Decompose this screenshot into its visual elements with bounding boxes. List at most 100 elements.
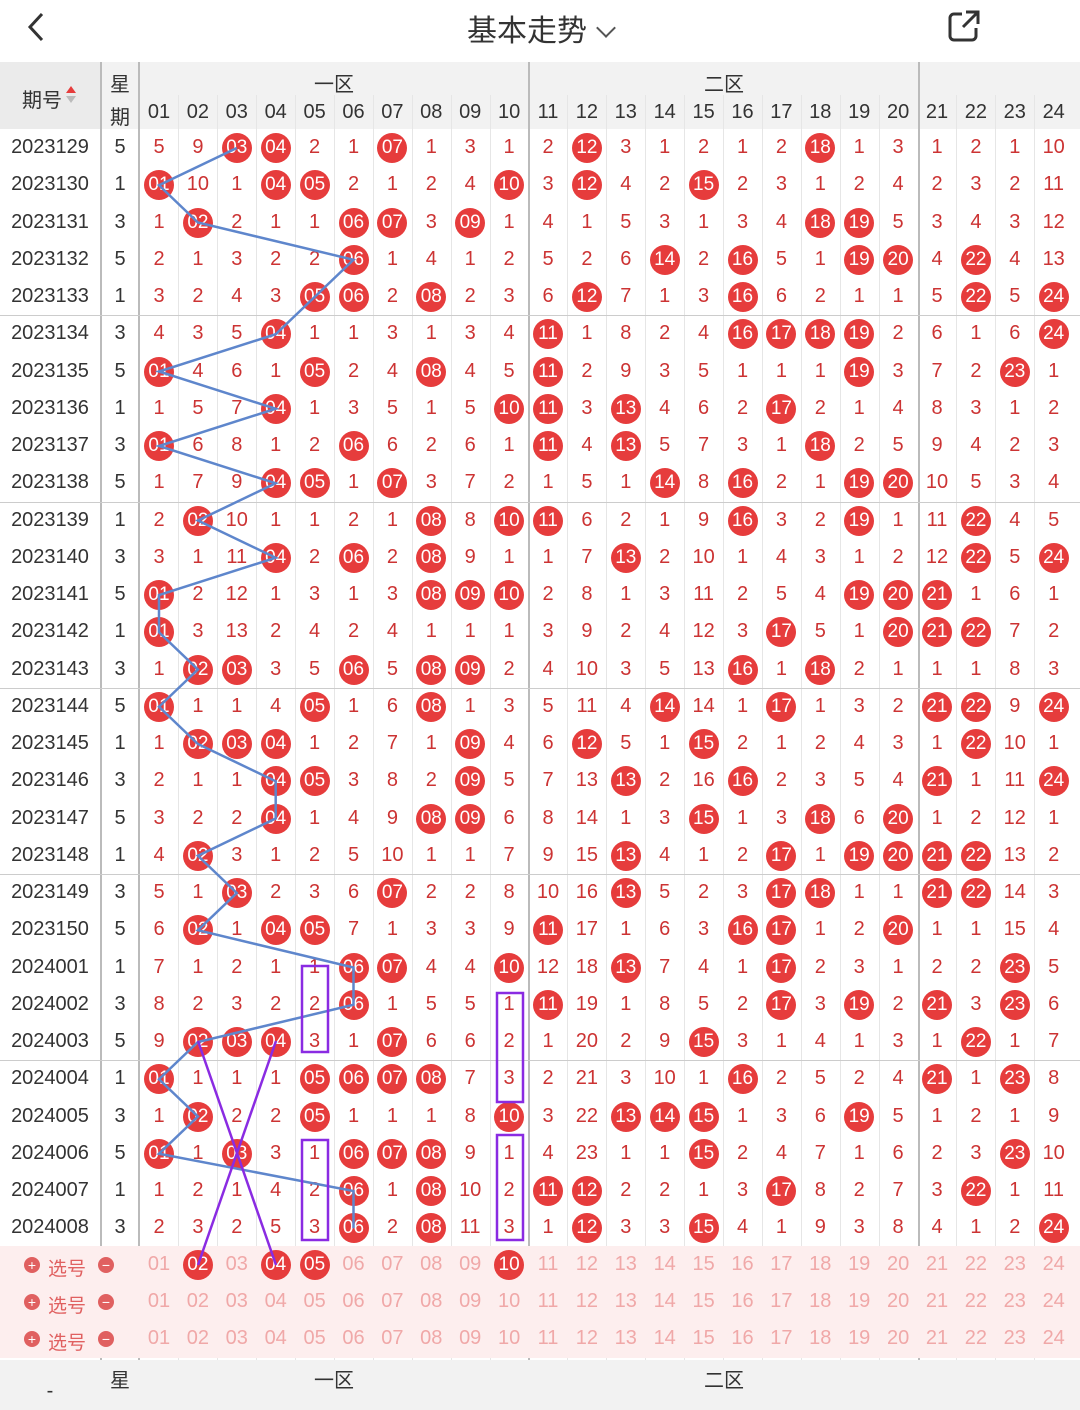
select-number[interactable]: 12 bbox=[575, 1253, 599, 1275]
minus-icon[interactable]: − bbox=[98, 1257, 114, 1273]
select-number[interactable]: 06 bbox=[342, 1327, 365, 1349]
select-number[interactable]: 08 bbox=[420, 1290, 443, 1312]
miss-count: 11 bbox=[459, 1216, 481, 1239]
select-number[interactable]: 02 bbox=[186, 1327, 210, 1349]
select-number[interactable]: 08 bbox=[420, 1253, 443, 1275]
select-number[interactable]: 23 bbox=[1003, 1327, 1026, 1349]
column-header: 05 bbox=[303, 101, 326, 123]
back-arrow-icon[interactable] bbox=[22, 10, 52, 44]
period-header-label[interactable]: 期号 bbox=[22, 90, 62, 112]
select-number[interactable]: 18 bbox=[809, 1253, 832, 1275]
select-label[interactable]: 选号 bbox=[48, 1333, 87, 1354]
select-number[interactable]: 09 bbox=[459, 1253, 482, 1275]
table-header[interactable] bbox=[0, 62, 1080, 129]
number-ball: 07 bbox=[377, 952, 408, 983]
select-number[interactable]: 03 bbox=[225, 1290, 248, 1312]
select-number[interactable]: 07 bbox=[381, 1327, 404, 1349]
number-ball: 13 bbox=[610, 840, 641, 871]
select-number[interactable]: 22 bbox=[964, 1327, 988, 1349]
selected-number[interactable]: 10 bbox=[494, 1250, 525, 1280]
select-number[interactable]: 16 bbox=[731, 1327, 754, 1349]
share-icon[interactable] bbox=[946, 8, 982, 44]
select-number[interactable]: 01 bbox=[147, 1290, 171, 1312]
select-label[interactable]: 选号 bbox=[48, 1259, 87, 1280]
select-number[interactable]: 09 bbox=[459, 1327, 482, 1349]
select-number[interactable]: 14 bbox=[653, 1253, 676, 1275]
miss-count: 1 bbox=[775, 657, 787, 680]
plus-icon[interactable]: + bbox=[24, 1257, 40, 1273]
select-number[interactable]: 24 bbox=[1042, 1327, 1065, 1349]
miss-count: 13 bbox=[1003, 843, 1026, 866]
select-number[interactable]: 03 bbox=[225, 1327, 248, 1349]
sort-down-icon[interactable] bbox=[66, 96, 76, 103]
select-number[interactable]: 15 bbox=[692, 1253, 715, 1275]
select-number[interactable]: 18 bbox=[809, 1290, 832, 1312]
select-number[interactable]: 21 bbox=[925, 1290, 949, 1312]
plus-icon[interactable]: + bbox=[24, 1294, 40, 1310]
select-number[interactable]: 06 bbox=[342, 1290, 365, 1312]
select-number[interactable]: 24 bbox=[1042, 1253, 1065, 1275]
miss-count: 3 bbox=[736, 210, 749, 233]
select-number[interactable]: 21 bbox=[925, 1253, 949, 1275]
select-number[interactable]: 17 bbox=[770, 1327, 793, 1349]
select-number[interactable]: 18 bbox=[809, 1327, 832, 1349]
select-number[interactable]: 17 bbox=[770, 1290, 793, 1312]
period-cell: 2023145 bbox=[11, 732, 89, 754]
select-number[interactable]: 20 bbox=[886, 1253, 910, 1275]
select-number[interactable]: 12 bbox=[575, 1327, 599, 1349]
select-number[interactable]: 07 bbox=[381, 1253, 404, 1275]
select-number[interactable]: 04 bbox=[264, 1290, 287, 1312]
select-number[interactable]: 19 bbox=[848, 1327, 871, 1349]
select-number[interactable]: 06 bbox=[342, 1253, 365, 1275]
row-divider bbox=[0, 501, 1080, 503]
miss-count: 9 bbox=[814, 1216, 826, 1239]
page-title[interactable]: 基本走势 bbox=[0, 6, 1080, 50]
select-number[interactable]: 01 bbox=[147, 1253, 171, 1275]
select-number[interactable]: 10 bbox=[497, 1290, 521, 1312]
select-number[interactable]: 05 bbox=[303, 1327, 326, 1349]
select-number[interactable]: 11 bbox=[537, 1327, 559, 1349]
select-number[interactable]: 07 bbox=[381, 1290, 404, 1312]
select-number[interactable]: 16 bbox=[731, 1253, 754, 1275]
miss-count: 1 bbox=[425, 843, 437, 866]
select-number[interactable]: 15 bbox=[692, 1327, 715, 1349]
select-number[interactable]: 17 bbox=[770, 1253, 793, 1275]
miss-count: 5 bbox=[931, 285, 943, 307]
select-number[interactable]: 23 bbox=[1003, 1290, 1026, 1312]
miss-count: 1 bbox=[270, 508, 282, 531]
minus-icon[interactable]: − bbox=[98, 1331, 114, 1347]
select-number[interactable]: 21 bbox=[925, 1327, 949, 1349]
select-number[interactable]: 05 bbox=[303, 1290, 326, 1312]
sort-icon[interactable] bbox=[66, 86, 76, 93]
plus-icon[interactable]: + bbox=[24, 1331, 40, 1347]
select-number[interactable]: 15 bbox=[692, 1290, 715, 1312]
select-number[interactable]: 11 bbox=[537, 1290, 559, 1312]
select-number[interactable]: 20 bbox=[886, 1327, 910, 1349]
select-number[interactable]: 12 bbox=[575, 1290, 599, 1312]
select-number[interactable]: 19 bbox=[848, 1253, 871, 1275]
select-number[interactable]: 16 bbox=[731, 1290, 754, 1312]
select-number[interactable]: 19 bbox=[848, 1290, 871, 1312]
period-header[interactable] bbox=[0, 62, 100, 129]
select-number[interactable]: 02 bbox=[186, 1290, 210, 1312]
select-number[interactable]: 20 bbox=[886, 1290, 910, 1312]
select-number[interactable]: 10 bbox=[497, 1327, 521, 1349]
select-number[interactable]: 22 bbox=[964, 1290, 988, 1312]
select-number[interactable]: 11 bbox=[537, 1253, 559, 1275]
selected-number[interactable]: 05 bbox=[299, 1250, 330, 1280]
select-number[interactable]: 22 bbox=[964, 1253, 988, 1275]
select-number[interactable]: 04 bbox=[264, 1327, 287, 1349]
select-number[interactable]: 13 bbox=[614, 1327, 637, 1349]
select-number[interactable]: 09 bbox=[459, 1290, 482, 1312]
select-number[interactable]: 23 bbox=[1003, 1253, 1026, 1275]
select-number[interactable]: 13 bbox=[614, 1290, 637, 1312]
select-number[interactable]: 13 bbox=[614, 1253, 637, 1275]
select-number[interactable]: 03 bbox=[225, 1253, 248, 1275]
select-number[interactable]: 24 bbox=[1042, 1290, 1065, 1312]
select-number[interactable]: 08 bbox=[420, 1327, 443, 1349]
select-number[interactable]: 01 bbox=[147, 1327, 171, 1349]
select-number[interactable]: 14 bbox=[653, 1290, 676, 1312]
select-label[interactable]: 选号 bbox=[48, 1296, 87, 1317]
select-number[interactable]: 14 bbox=[653, 1327, 676, 1349]
minus-icon[interactable]: − bbox=[98, 1294, 114, 1310]
